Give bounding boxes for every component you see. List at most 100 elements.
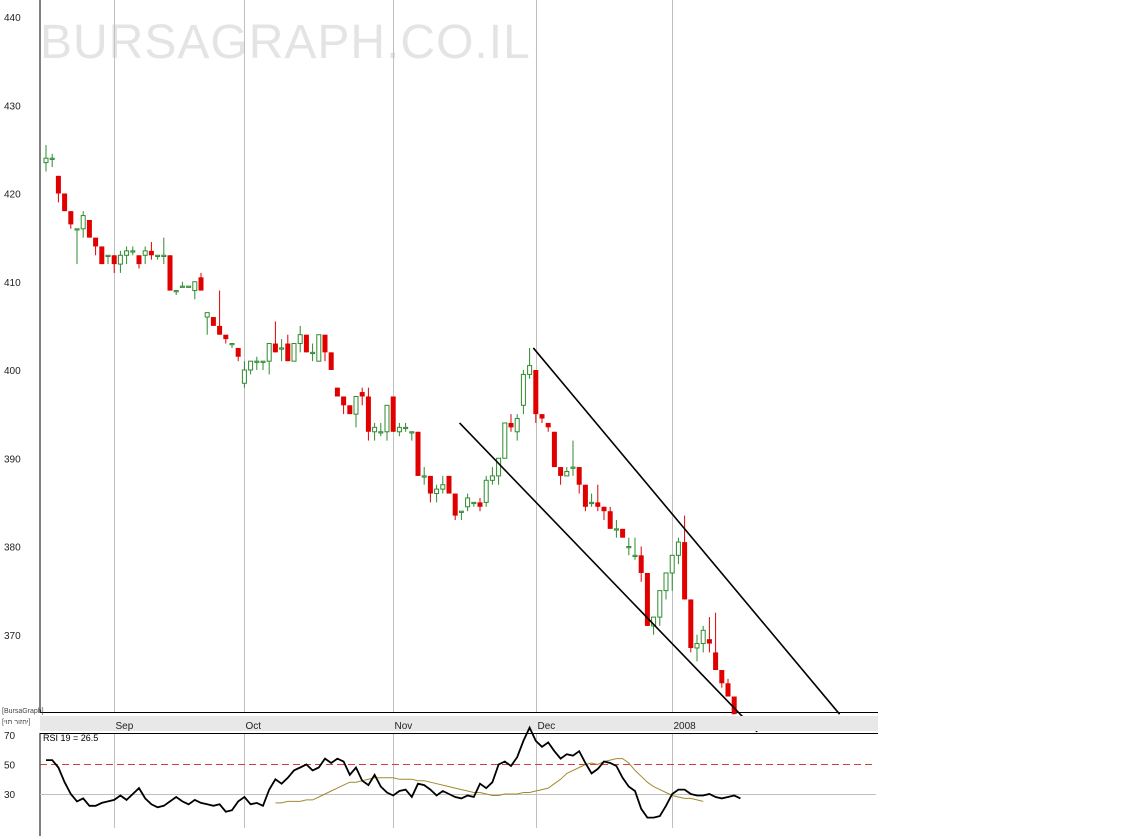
- candle: [558, 467, 564, 485]
- candle: [688, 599, 694, 653]
- candle: [626, 537, 632, 556]
- candle-body-up: [173, 290, 179, 293]
- candle: [260, 360, 266, 370]
- candle-body-up: [74, 228, 80, 231]
- candle-body-up: [434, 488, 440, 495]
- candle-body-down: [558, 467, 564, 476]
- candle: [421, 467, 427, 485]
- channel-line-lower: [458, 422, 758, 733]
- candle-body-up: [458, 510, 464, 513]
- candle-body-up: [613, 528, 619, 531]
- candle: [576, 467, 582, 494]
- candle: [533, 370, 539, 423]
- candle: [378, 422, 384, 437]
- candle: [527, 347, 533, 379]
- candle-body-up: [204, 312, 210, 318]
- candle-body-up: [675, 541, 681, 556]
- candle: [434, 484, 440, 503]
- candle-body-down: [359, 392, 365, 397]
- candle: [117, 250, 123, 273]
- candle: [669, 554, 675, 591]
- date-axis: Sep Oct Nov Dec 2008: [116, 721, 697, 732]
- candle-body-up: [142, 250, 148, 256]
- candle: [86, 219, 92, 238]
- candle: [415, 431, 421, 476]
- candle: [179, 281, 185, 288]
- rsi-moving-average-line: [275, 758, 704, 804]
- candle-body-down: [62, 193, 68, 212]
- candle-body-down: [533, 370, 539, 415]
- candle: [322, 334, 328, 362]
- candle-body-down: [688, 599, 694, 648]
- candle: [440, 475, 446, 494]
- candle: [365, 387, 371, 441]
- candle-body-up: [353, 395, 359, 415]
- candle-body-up: [657, 590, 663, 618]
- candle-body-down: [341, 396, 347, 406]
- candle-body-down: [638, 555, 644, 573]
- candle-body-down: [706, 639, 712, 644]
- candle: [105, 254, 111, 265]
- candle-body-down: [595, 502, 601, 507]
- month-tick-label: Sep: [116, 721, 134, 732]
- candle: [551, 431, 557, 468]
- candle-body-up: [502, 422, 508, 459]
- candle: [148, 242, 154, 260]
- candle-body-up: [49, 157, 55, 160]
- candle-body-down: [136, 255, 142, 265]
- candle: [403, 422, 409, 432]
- candle-body-up: [483, 479, 489, 503]
- candle-body-down: [601, 506, 607, 512]
- candle: [396, 422, 402, 437]
- candle-body-up: [520, 373, 526, 406]
- rsi-title: RSI 19 = 26.5: [43, 733, 98, 743]
- price-y-axis: 370 380 390 400 410 420 430 440: [4, 13, 21, 642]
- candle-body-up: [378, 431, 384, 434]
- candle: [173, 290, 179, 295]
- candle: [613, 520, 619, 538]
- candle-body-up: [279, 347, 285, 350]
- price-tick-label: 380: [4, 543, 21, 554]
- candle-body-up: [421, 475, 427, 478]
- candle: [489, 467, 495, 485]
- candle-body-up: [471, 501, 477, 505]
- candle: [589, 493, 595, 507]
- candle: [316, 334, 322, 362]
- candle-body-down: [539, 414, 545, 419]
- candle: [582, 484, 588, 512]
- candle: [471, 501, 477, 507]
- month-tick-label: 2008: [674, 721, 697, 732]
- candle: [700, 625, 706, 653]
- candle-body-up: [124, 250, 130, 256]
- candle-body-down: [285, 343, 291, 362]
- candle-body-up: [297, 334, 303, 345]
- candle: [483, 475, 489, 507]
- candle: [384, 404, 390, 441]
- candle-body-down: [93, 237, 99, 247]
- candle: [632, 537, 638, 560]
- candle-body-up: [527, 365, 533, 375]
- candle-body-up: [105, 254, 111, 257]
- candle: [217, 290, 223, 335]
- candle-body-up: [186, 285, 192, 288]
- candle: [186, 285, 192, 288]
- candle: [161, 237, 167, 265]
- candle-body-down: [198, 277, 204, 291]
- candle-body-up: [310, 351, 316, 355]
- candle: [502, 422, 508, 459]
- candle: [427, 475, 433, 503]
- candle-body-down: [210, 317, 216, 326]
- source-label-1: [BursaGraph]: [2, 708, 44, 715]
- candle-body-up: [266, 343, 272, 362]
- rsi-tick-label: 50: [4, 761, 16, 772]
- candle-body-down: [725, 683, 731, 697]
- candle-body-up: [130, 250, 136, 253]
- candle-body-down: [644, 572, 650, 626]
- candle-body-up: [570, 466, 576, 469]
- candle: [595, 484, 601, 512]
- candle: [62, 193, 68, 212]
- candle: [694, 634, 700, 662]
- candle: [303, 334, 309, 353]
- candle-body-up: [161, 254, 167, 257]
